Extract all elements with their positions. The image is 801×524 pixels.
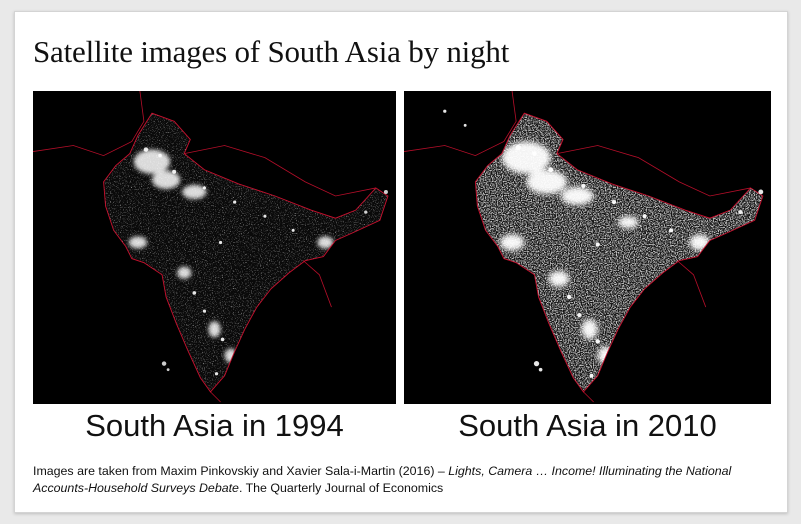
source-prefix: Images are taken from Maxim Pinkovskiy a… [33,464,449,478]
caption-1994: South Asia in 1994 [85,408,344,443]
source-journal: . The Quarterly Journal of Economics [238,481,444,495]
satellite-image-1994 [33,91,396,404]
source-paper-title: Lights, Camera … Income! Illuminating th… [33,464,732,495]
night-lights-map-2010 [404,91,771,404]
caption-2010: South Asia in 2010 [458,408,717,443]
night-lights-map-1994 [33,91,396,404]
source-citation: Images are taken from Maxim Pinkovskiy a… [33,463,733,497]
slide-title: Satellite images of South Asia by night [33,34,510,69]
satellite-image-2010 [404,91,771,404]
